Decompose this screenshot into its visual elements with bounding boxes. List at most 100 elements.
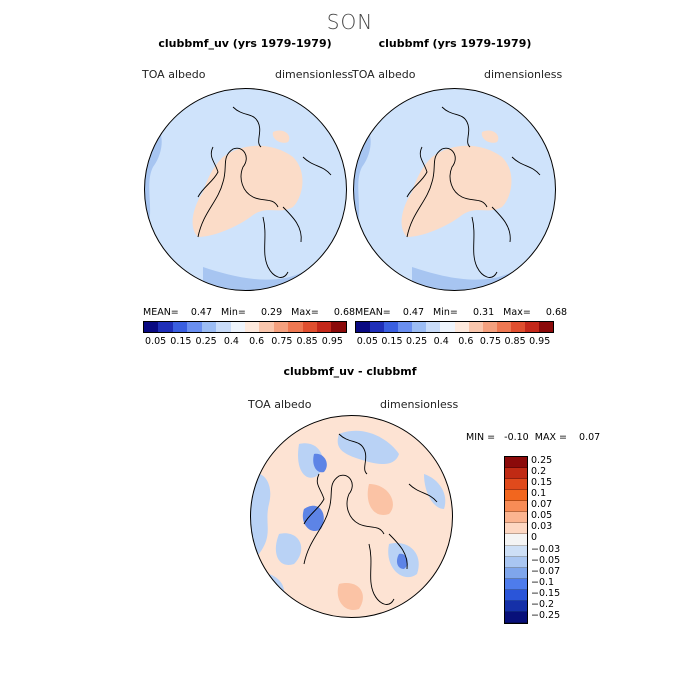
colorbar-tick-label: 0.85	[504, 336, 526, 347]
colorbar-swatch	[505, 490, 527, 502]
panel-3-variable-label: TOA albedo	[248, 398, 312, 411]
panel-3-polar-map	[250, 415, 453, 618]
colorbar-swatch	[505, 534, 527, 546]
colorbar-tick-label: 0.2	[531, 466, 547, 478]
negative-difference-region	[337, 430, 399, 464]
colorbar-swatch	[468, 322, 483, 332]
colorbar-tick-label: −0.2	[531, 598, 555, 610]
colorbar-swatch	[454, 322, 469, 332]
colorbar-swatch	[440, 322, 455, 332]
colorbar-swatch	[496, 322, 511, 332]
colorbar-tick-label: 0.95	[529, 336, 551, 347]
colorbar-swatch	[273, 322, 289, 332]
colorbar-swatch	[505, 468, 527, 480]
colorbar-tick-label: −0.03	[531, 543, 561, 555]
difference-colorbar-ticks: 0.25 0.2 0.15 0.1 0.07 0.05 0.03 0 −0.03 −0.05 −0.…	[531, 455, 591, 622]
colorbar-tick-label: 0.15	[170, 336, 192, 347]
colorbar-swatch	[505, 600, 527, 612]
positive-difference-region	[367, 484, 393, 515]
high-albedo-region	[401, 145, 512, 237]
panel-1-colorbar-ticks: 0.05 0.15 0.25 0.4 0.6 0.75 0.85 0.95	[143, 336, 345, 347]
colorbar-swatch	[505, 523, 527, 535]
panel-3-units-label: dimensionless	[380, 398, 459, 411]
colorbar-swatch	[317, 322, 332, 332]
colorbar-tick-label: 0.03	[531, 521, 553, 533]
colorbar-tick-label: 0.85	[296, 336, 318, 347]
colorbar-tick-label: 0.4	[433, 336, 449, 347]
colorbar-swatch	[505, 578, 527, 590]
colorbar-tick-label: 0.1	[531, 488, 547, 500]
panel-3-stats: MIN = -0.10 MAX = 0.07	[466, 432, 601, 443]
colorbar-tick-label: −0.07	[531, 565, 561, 577]
panel-2-variable-label: TOA albedo	[352, 68, 416, 81]
colorbar-swatch	[482, 322, 497, 332]
colorbar-swatch	[505, 567, 527, 579]
colorbar-tick-label: −0.05	[531, 554, 561, 566]
negative-difference-region	[275, 533, 302, 565]
colorbar-swatch	[426, 322, 441, 332]
colorbar-tick-label: 0.6	[249, 336, 265, 347]
panel-1-colorbar	[143, 321, 347, 333]
colorbar-tick-label: −0.25	[531, 609, 561, 621]
colorbar-tick-label: 0.05	[356, 336, 378, 347]
colorbar-swatch	[505, 611, 527, 623]
colorbar-tick-label: 0.25	[405, 336, 428, 347]
colorbar-swatch	[398, 322, 413, 332]
colorbar-tick-label: −0.15	[531, 587, 561, 599]
negative-difference-region	[424, 474, 446, 509]
colorbar-swatch	[288, 322, 303, 332]
colorbar-tick-label: 0.75	[479, 336, 502, 347]
coastlines	[303, 433, 438, 605]
colorbar-tick-label: 0.75	[271, 336, 293, 347]
strong-negative-region	[313, 453, 327, 473]
colorbar-swatch	[505, 589, 527, 601]
strong-negative-region	[396, 553, 408, 569]
colorbar-swatch	[259, 322, 274, 332]
colorbar-swatch	[144, 322, 159, 332]
colorbar-swatch	[201, 322, 217, 332]
map-boundary	[144, 88, 347, 291]
coastlines	[197, 106, 332, 278]
panel-2-polar-map	[353, 88, 556, 291]
colorbar-swatch	[384, 322, 399, 332]
colorbar-tick-label: −0.1	[531, 576, 555, 588]
panel-1-title: clubbmf_uv (yrs 1979-1979)	[158, 37, 332, 50]
colorbar-tick-label: 0.05	[145, 336, 167, 347]
high-albedo-region	[481, 130, 499, 143]
colorbar-swatch	[505, 512, 527, 524]
colorbar-swatch	[172, 322, 188, 332]
colorbar-swatch	[356, 322, 371, 332]
colorbar-tick-label: 0.05	[531, 510, 553, 522]
colorbar-tick-label: 0.15	[381, 336, 403, 347]
colorbar-swatch	[505, 479, 527, 491]
colorbar-swatch	[412, 322, 427, 332]
panel-1-stats: MEAN= 0.47 Min= 0.29 Max= 0.68	[143, 307, 356, 318]
colorbar-swatch	[524, 322, 540, 332]
colorbar-swatch	[331, 322, 346, 332]
colorbar-swatch	[244, 322, 260, 332]
panel-2-units-label: dimensionless	[484, 68, 563, 81]
colorbar-swatch	[230, 322, 245, 332]
colorbar-swatch	[370, 322, 385, 332]
strong-negative-region	[302, 505, 324, 532]
panel-3-title: clubbmf_uv - clubbmf	[283, 365, 417, 378]
colorbar-swatch	[505, 556, 527, 568]
colorbar-tick-label: 0.15	[531, 477, 553, 489]
negative-difference-region	[250, 473, 271, 554]
map-boundary	[250, 415, 453, 618]
colorbar-swatch	[505, 501, 527, 513]
figure-title: SON	[326, 10, 374, 34]
colorbar-tick-label: 0.25	[195, 336, 217, 347]
panel-2-colorbar-ticks: 0.05 0.15 0.25 0.4 0.6 0.75 0.85 0.95	[355, 336, 552, 347]
colorbar-tick-label: 0	[531, 532, 538, 544]
difference-colorbar	[504, 456, 528, 624]
colorbar-tick-label: 0.25	[531, 455, 553, 466]
panel-1-units-label: dimensionless	[275, 68, 354, 81]
panel-2-stats: MEAN= 0.47 Min= 0.31 Max= 0.68	[355, 307, 568, 318]
colorbar-tick-label: 0.6	[458, 336, 474, 347]
panel-1-variable-label: TOA albedo	[142, 68, 206, 81]
coastlines	[406, 106, 541, 278]
colorbar-tick-label: 0.95	[321, 336, 343, 347]
panel-2-colorbar	[355, 321, 554, 333]
colorbar-swatch	[216, 322, 231, 332]
